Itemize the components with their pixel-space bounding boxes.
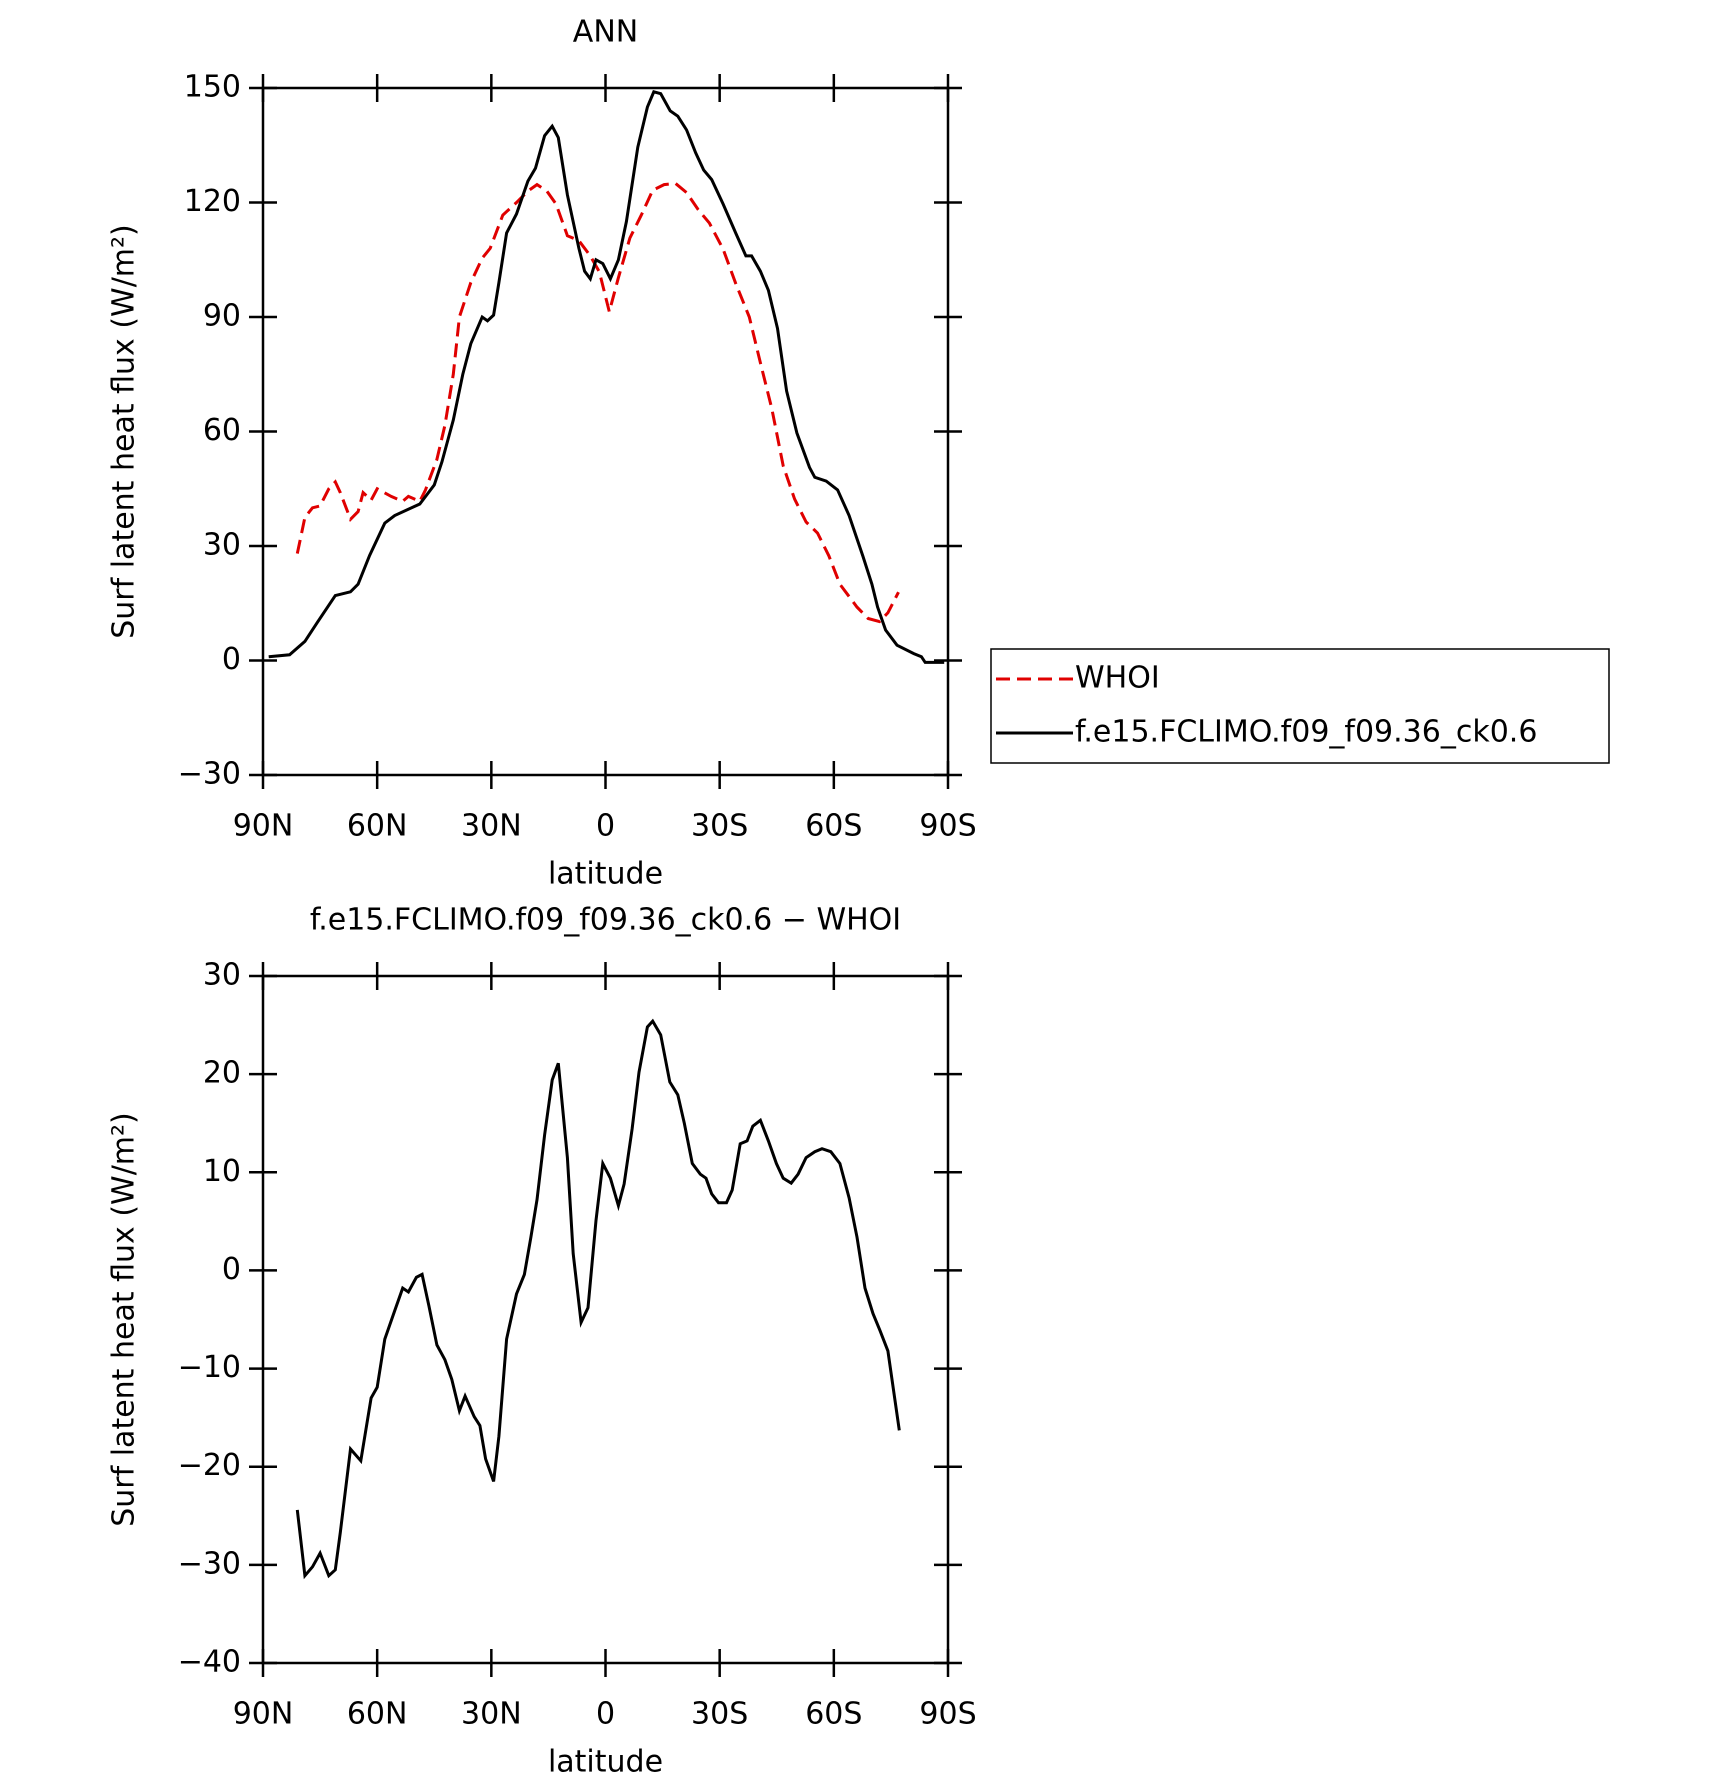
- chart-title: ANN: [573, 15, 638, 50]
- x-tick-label: 60S: [805, 809, 862, 844]
- y-axis-label: Surf latent heat flux (W/m²): [107, 224, 142, 639]
- y-tick-label: 0: [222, 642, 241, 677]
- y-tick-label: −20: [178, 1448, 241, 1483]
- x-tick-label: 0: [596, 1697, 615, 1732]
- y-tick-label: 30: [203, 528, 241, 563]
- y-tick-label: −30: [178, 757, 241, 792]
- x-tick-label: 60S: [805, 1697, 862, 1732]
- y-tick-label: 120: [184, 184, 241, 219]
- x-tick-label: 0: [596, 809, 615, 844]
- x-tick-label: 60N: [347, 1697, 408, 1732]
- legend-label: f.e15.FCLIMO.f09_f09.36_ck0.6: [1075, 715, 1537, 750]
- x-tick-label: 90S: [919, 1697, 976, 1732]
- data-line: [295, 1018, 901, 1580]
- y-tick-label: −30: [178, 1546, 241, 1581]
- x-tick-label: 30S: [691, 1697, 748, 1732]
- y-tick-label: 60: [203, 413, 241, 448]
- y-tick-label: 0: [222, 1252, 241, 1287]
- x-axis-label: latitude: [548, 1745, 663, 1773]
- chart-title: f.e15.FCLIMO.f09_f09.36_ck0.6 − WHOI: [310, 903, 901, 938]
- y-tick-label: 10: [203, 1154, 241, 1189]
- y-axis-label: Surf latent heat flux (W/m²): [107, 1112, 142, 1527]
- x-tick-label: 60N: [347, 809, 408, 844]
- x-tick-label: 30S: [691, 809, 748, 844]
- x-tick-label: 90N: [233, 809, 294, 844]
- x-axis-label: latitude: [548, 857, 663, 892]
- y-tick-label: 30: [203, 958, 241, 993]
- y-tick-label: −10: [178, 1350, 241, 1385]
- plot-frame: [261, 86, 950, 777]
- data-line: [295, 181, 900, 624]
- y-tick-label: 20: [203, 1056, 241, 1091]
- x-tick-label: 30N: [461, 809, 522, 844]
- legend-label: WHOI: [1075, 661, 1160, 696]
- x-tick-label: 90N: [233, 1697, 294, 1732]
- x-tick-label: 90S: [919, 809, 976, 844]
- y-tick-label: 90: [203, 299, 241, 334]
- legend-box: [990, 648, 1610, 764]
- data-line: [268, 90, 945, 664]
- y-tick-label: 150: [184, 70, 241, 105]
- plot-frame: [261, 974, 950, 1665]
- x-tick-label: 30N: [461, 1697, 522, 1732]
- y-tick-label: −40: [178, 1645, 241, 1680]
